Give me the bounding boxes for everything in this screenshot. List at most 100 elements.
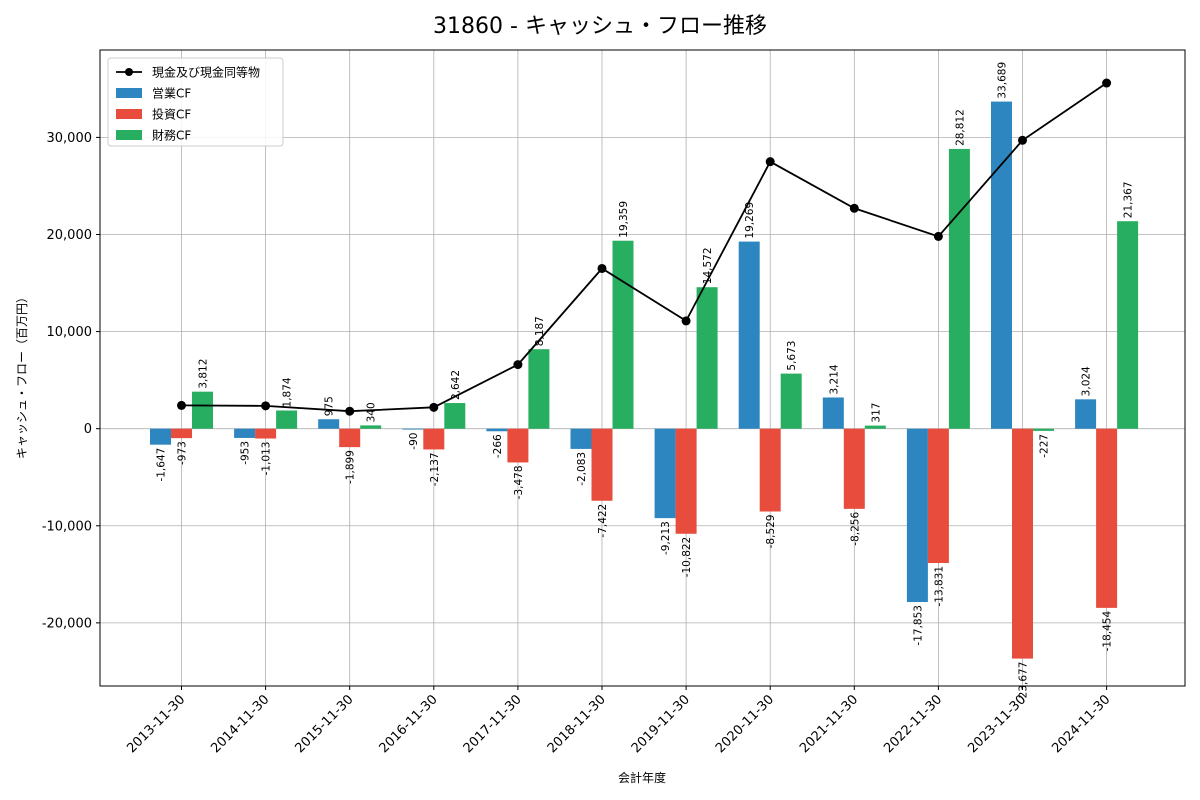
x-tick-label: 2013-11-30: [124, 692, 188, 756]
bar-investing: [255, 428, 277, 439]
bar-value-label: 317: [870, 403, 882, 423]
y-tick-label: 30,000: [47, 131, 93, 146]
bar-investing: [171, 428, 192, 439]
legend-marker: [125, 68, 133, 76]
cash-point: [345, 406, 355, 416]
cash-line-layer: [177, 78, 1112, 416]
bar-value-label: 340: [366, 402, 378, 422]
bar-value-label: 3,214: [828, 364, 840, 394]
y-axis-label: キャッシュ・フロー（百万円）: [15, 291, 29, 459]
bar-value-label: 3,812: [198, 359, 210, 389]
bar-value-label: 5,673: [786, 341, 798, 371]
bar-investing: [927, 428, 949, 563]
bar-financing: [360, 425, 382, 429]
cash-point: [933, 231, 943, 241]
bar-investing: [759, 428, 781, 512]
bar-value-label: -1,013: [261, 442, 273, 476]
bar-value-label: 19,359: [618, 201, 630, 238]
chart-title: 31860 - キャッシュ・フロー推移: [433, 14, 767, 39]
bar-financing: [780, 373, 802, 429]
plot-frame: [99, 49, 1186, 687]
cash-point: [1102, 78, 1112, 88]
cash-point: [597, 263, 607, 273]
bar-value-label: -23,677: [1018, 662, 1030, 703]
x-axis-label: 会計年度: [618, 770, 666, 785]
bar-value-label: 3,024: [1081, 366, 1093, 396]
bar-financing: [528, 349, 550, 429]
bar-value-label: -266: [492, 434, 504, 458]
x-tick-label: 2020-11-30: [713, 692, 777, 756]
legend-swatch: [116, 130, 142, 140]
bar-operating: [906, 428, 928, 603]
bar-financing: [948, 148, 970, 429]
legend-swatch: [116, 88, 142, 98]
bar-operating: [486, 428, 508, 432]
bar-value-label: -1,899: [345, 450, 357, 484]
bar-operating: [822, 397, 844, 429]
bar-value-label: -953: [240, 441, 252, 465]
x-tick-label: 2024-11-30: [1049, 692, 1113, 756]
bar-financing: [444, 403, 466, 429]
bar-financing: [612, 240, 634, 429]
bar-operating: [991, 101, 1012, 429]
cash-point: [177, 400, 186, 410]
legend-label: 財務CF: [152, 128, 191, 143]
y-tick-label: -10,000: [42, 519, 92, 534]
bar-operating: [654, 428, 676, 519]
bar-value-label: 8,187: [534, 316, 546, 346]
bar-investing: [423, 428, 445, 450]
bar-financing: [696, 287, 718, 429]
cash-point: [681, 316, 691, 326]
x-tick-label: 2015-11-30: [292, 692, 356, 756]
bar-value-label: -8,529: [765, 515, 777, 549]
bar-value-label: 21,367: [1123, 181, 1135, 218]
bar-investing: [1096, 428, 1118, 608]
bar-investing: [843, 428, 865, 509]
bar-financing: [1033, 428, 1054, 431]
x-tick-label: 2014-11-30: [208, 692, 272, 756]
bar-financing: [1117, 221, 1139, 429]
bar-operating: [738, 241, 760, 429]
legend-box: [107, 57, 284, 147]
cash-point: [765, 157, 775, 167]
bar-value-label: 2,642: [450, 370, 462, 400]
y-tick-label: 10,000: [47, 325, 93, 340]
bar-value-label: 975: [324, 396, 336, 416]
bar-financing: [192, 391, 213, 429]
x-tick-label: 2023-11-30: [965, 692, 1029, 756]
bar-value-label: -973: [177, 441, 189, 465]
bar-investing: [507, 428, 529, 463]
cash-point: [261, 401, 271, 411]
legend-label: 現金及び現金同等物: [152, 65, 260, 80]
cash-point: [429, 402, 439, 412]
x-axis-ticks: 2013-11-30 2014-11-30 2015-11-30 2016-11-30…: [124, 686, 1113, 756]
bar-operating: [1075, 399, 1097, 429]
bar-value-label: 1,874: [282, 377, 294, 407]
bar-value-label: -17,853: [912, 605, 924, 646]
cash-point: [849, 203, 859, 213]
x-tick-label: 2019-11-30: [629, 692, 693, 756]
y-tick-label: 20,000: [47, 228, 93, 243]
cash-point: [513, 360, 523, 370]
bar-value-label: 19,269: [744, 202, 756, 239]
cash-line: [181, 82, 1108, 413]
y-tick-label: 0: [84, 422, 92, 437]
bar-investing: [1012, 428, 1033, 659]
bar-value-label: -3,478: [513, 465, 525, 499]
bar-value-label: -2,137: [429, 452, 441, 486]
legend-swatch: [116, 109, 142, 119]
cash-point: [1018, 135, 1027, 145]
legend-label: 営業CF: [152, 87, 191, 101]
bar-financing: [276, 410, 298, 429]
bar-value-label: -8,256: [849, 512, 861, 546]
bar-value-label: -9,213: [660, 521, 672, 555]
legend-label: 投資CF: [152, 107, 191, 122]
y-axis-ticks: -20,000 -10,000 0 10,000 20,000 30,000: [42, 131, 100, 631]
bar-operating: [570, 428, 592, 449]
bar-value-label: -7,422: [597, 504, 609, 538]
bar-value-label: -1,647: [156, 448, 168, 482]
bar-value-label: -90: [408, 433, 420, 450]
bar-labels-layer: -1,647 -953 975 -90 -266 -2,083 -9,213 19,269 3,…: [156, 62, 1135, 702]
